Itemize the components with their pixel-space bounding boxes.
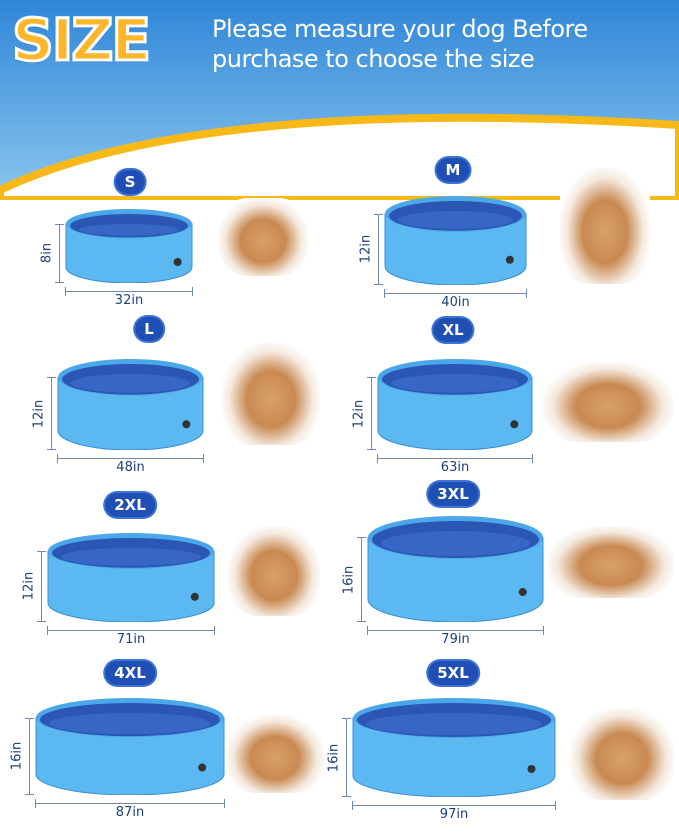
width-label: 32in bbox=[114, 293, 144, 308]
width-measure-line bbox=[352, 801, 556, 810]
dog-pool bbox=[352, 697, 556, 798]
size-badge-xl: XL bbox=[433, 318, 473, 342]
height-label: 16in bbox=[341, 565, 357, 594]
height-label: 12in bbox=[21, 572, 37, 601]
photo-family-with-dog bbox=[548, 526, 674, 598]
height-label: 16in bbox=[9, 742, 25, 771]
photo-girl-with-dog bbox=[222, 343, 320, 445]
photo-kids-with-golden-retriever bbox=[543, 362, 673, 442]
size-badge-5xl: 5XL bbox=[428, 661, 478, 685]
size-badge-2xl: 2XL bbox=[105, 493, 155, 517]
width-label: 87in bbox=[115, 805, 145, 820]
width-measure-line bbox=[57, 454, 204, 463]
height-label: 16in bbox=[326, 743, 342, 772]
width-label: 79in bbox=[441, 632, 470, 647]
size-title: SIZE bbox=[10, 5, 152, 76]
size-badge-m: M bbox=[436, 158, 470, 182]
height-label: 8in bbox=[39, 243, 55, 264]
width-measure-line bbox=[384, 289, 527, 298]
photo-family-with-dogs bbox=[570, 708, 674, 800]
height-measure-line bbox=[357, 537, 366, 622]
dog-pool bbox=[377, 358, 533, 451]
size-badge-3xl: 3XL bbox=[428, 482, 478, 506]
width-measure-line bbox=[35, 799, 225, 808]
width-measure-line bbox=[377, 454, 533, 463]
pool-background-header bbox=[0, 0, 679, 200]
photo-mother-son-dog bbox=[228, 526, 320, 616]
width-label: 48in bbox=[116, 460, 145, 475]
width-measure-line bbox=[65, 287, 193, 296]
height-measure-line bbox=[37, 550, 46, 623]
size-badge-l: L bbox=[135, 317, 163, 341]
width-label: 71in bbox=[116, 632, 146, 647]
dog-pool bbox=[57, 358, 204, 451]
height-measure-line bbox=[55, 223, 64, 284]
height-measure-line bbox=[47, 377, 56, 450]
width-label: 63in bbox=[440, 460, 470, 475]
height-measure-line bbox=[25, 717, 34, 796]
width-label: 97in bbox=[439, 807, 469, 822]
photo-husky-dog bbox=[560, 168, 650, 284]
photo-family-with-dog bbox=[226, 715, 324, 793]
dog-pool bbox=[47, 532, 215, 623]
dog-pool bbox=[35, 697, 225, 796]
height-measure-line bbox=[342, 718, 351, 797]
dog-pool bbox=[65, 208, 193, 284]
size-badge-s: S bbox=[115, 170, 145, 194]
width-label: 40in bbox=[441, 295, 470, 310]
height-label: 12in bbox=[358, 235, 374, 264]
height-label: 12in bbox=[31, 399, 47, 428]
dog-pool bbox=[384, 195, 527, 286]
width-measure-line bbox=[47, 626, 215, 635]
width-measure-line bbox=[367, 626, 544, 635]
photo-corgi-dog bbox=[218, 198, 308, 276]
size-badge-4xl: 4XL bbox=[105, 661, 155, 685]
height-measure-line bbox=[367, 377, 376, 450]
height-measure-line bbox=[374, 213, 383, 286]
dog-pool bbox=[367, 515, 544, 623]
height-label: 12in bbox=[351, 399, 367, 428]
subtitle: Please measure your dog Before purchase … bbox=[212, 15, 588, 73]
